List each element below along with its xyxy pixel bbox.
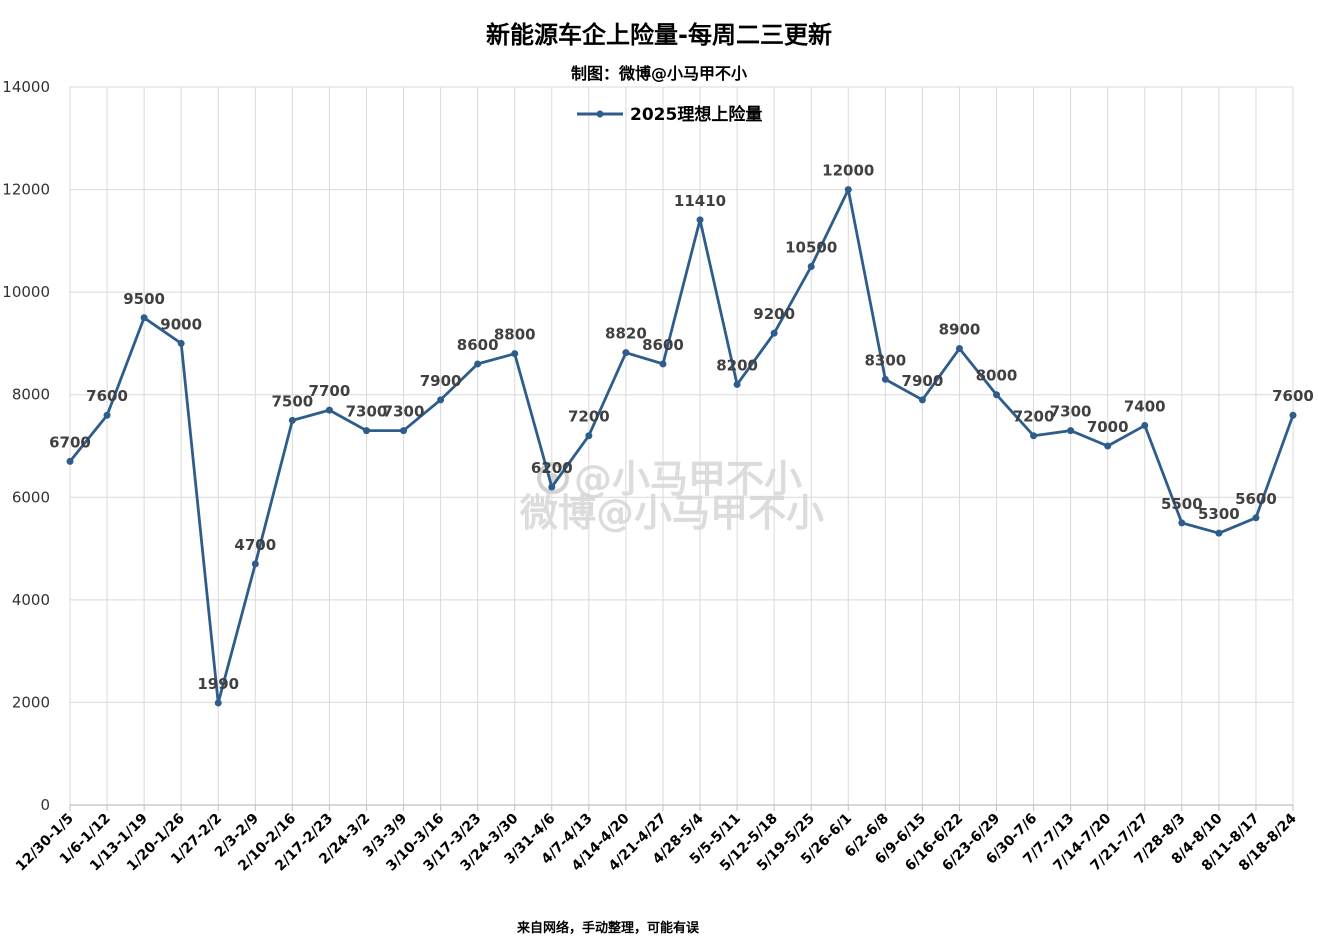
chart-subtitle: 制图：微博@小马甲不小 [571, 64, 747, 83]
data-point [1104, 442, 1112, 450]
data-point [511, 350, 519, 358]
y-tick-label: 10000 [2, 283, 50, 301]
data-point [993, 391, 1001, 399]
data-point [807, 263, 815, 270]
data-points [66, 186, 1297, 707]
data-point [1289, 411, 1297, 419]
series-line [68, 188, 1295, 705]
data-label: 5500 [1161, 495, 1203, 513]
data-label: 8000 [976, 367, 1018, 385]
data-label: 5600 [1235, 490, 1277, 508]
data-label: 9000 [160, 315, 202, 333]
data-point [585, 432, 593, 440]
x-axis-ticks: 12/30-1/51/6-1/121/13-1/191/20-1/261/27-… [13, 810, 1300, 874]
y-tick-label: 8000 [12, 386, 50, 404]
data-point [881, 375, 889, 383]
data-label: 11410 [674, 192, 726, 210]
watermark-line-2: 微博@小马甲不小 [519, 491, 824, 535]
data-label: 7300 [1050, 403, 1092, 421]
data-label: 7300 [383, 403, 425, 421]
data-point [955, 345, 963, 353]
data-label: 4700 [234, 536, 276, 554]
y-tick-label: 14000 [2, 78, 50, 96]
weibo-icon [537, 462, 569, 494]
data-point [918, 396, 926, 404]
data-label: 8800 [494, 326, 536, 344]
data-point [1067, 427, 1075, 435]
data-point [659, 360, 667, 368]
data-point [325, 406, 333, 414]
data-label: 7400 [1124, 397, 1166, 415]
data-label: 8900 [939, 321, 981, 339]
footer-note: 来自网络，手动整理，可能有误 [516, 920, 700, 936]
y-tick-label: 12000 [2, 181, 50, 199]
data-label: 7900 [902, 372, 944, 390]
data-point [400, 427, 408, 435]
data-label: 12000 [822, 162, 874, 180]
y-tick-label: 0 [40, 796, 50, 814]
legend-label: 2025理想上险量 [630, 104, 762, 125]
data-label: 6700 [49, 433, 91, 451]
watermark: @小马甲不小 微博@小马甲不小 [519, 457, 824, 535]
data-label: 7600 [86, 387, 128, 405]
y-tick-label: 4000 [12, 591, 50, 609]
data-label: 7000 [1087, 418, 1129, 436]
y-tick-label: 6000 [12, 488, 50, 506]
y-tick-label: 2000 [12, 693, 50, 711]
data-point [474, 360, 482, 368]
data-point [1030, 432, 1038, 440]
data-point [770, 329, 778, 337]
data-label: 7500 [271, 392, 313, 410]
data-label: 9500 [123, 290, 165, 308]
y-axis-ticks: 0 2000 4000 6000 8000 10000 12000 14000 [2, 78, 50, 814]
data-label: 8300 [864, 351, 906, 369]
data-label: 8600 [457, 336, 499, 354]
data-label: 1990 [197, 675, 239, 693]
legend-marker [596, 110, 604, 118]
data-label: 6200 [531, 459, 573, 477]
data-label: 7700 [309, 382, 351, 400]
data-label: 10500 [785, 239, 837, 257]
data-point [66, 457, 74, 465]
series-2025 [68, 188, 1295, 705]
data-point [251, 560, 259, 568]
data-point [288, 416, 296, 424]
data-label: 9200 [753, 305, 795, 323]
data-point [103, 411, 111, 419]
data-point [177, 339, 185, 347]
data-label: 5300 [1198, 505, 1240, 523]
data-point [696, 216, 704, 224]
chart-title: 新能源车企上险量-每周二三更新 [486, 21, 832, 49]
data-point [437, 396, 445, 404]
data-label: 7300 [346, 403, 388, 421]
data-point [1141, 421, 1149, 429]
data-label: 8200 [716, 356, 758, 374]
data-label: 7600 [1272, 387, 1314, 405]
data-point [844, 186, 852, 194]
watermark-line-1: @小马甲不小 [574, 457, 802, 501]
data-point [1178, 519, 1186, 527]
data-point [1252, 514, 1260, 522]
data-point [622, 349, 630, 357]
grid [69, 86, 1294, 811]
data-point [548, 483, 556, 491]
data-label: 7900 [420, 372, 462, 390]
data-labels: 6700760095009000199047007500770073007300… [49, 162, 1314, 693]
data-point [1215, 529, 1223, 537]
data-label: 8820 [605, 325, 647, 343]
data-point [214, 699, 222, 707]
data-label: 7200 [1013, 408, 1055, 426]
data-point [362, 427, 370, 435]
data-label: 7200 [568, 408, 610, 426]
data-point [140, 314, 148, 322]
data-label: 8600 [642, 336, 684, 354]
legend: 2025理想上险量 [577, 104, 762, 125]
data-point [733, 380, 741, 388]
